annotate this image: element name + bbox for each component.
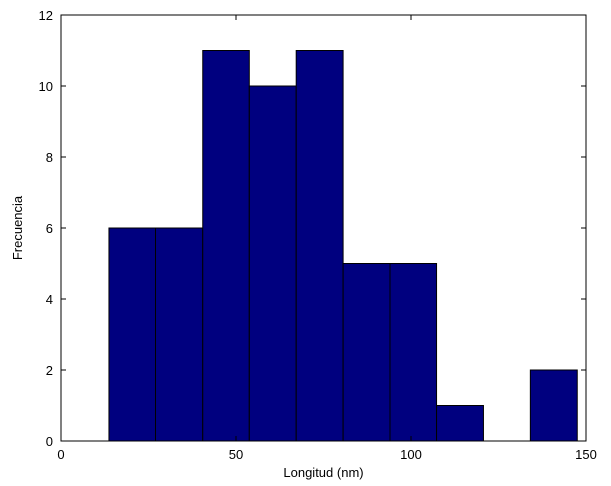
histogram-bar [436,405,484,442]
y-tick-label: 10 [39,79,53,94]
histogram-bar [342,263,391,442]
ticks-group: 0 50 100 150 0 2 4 6 8 10 12 [39,8,597,462]
y-tick-label: 0 [46,434,53,449]
histogram-bar [248,85,297,442]
histogram-bar [155,227,204,442]
y-tick-label: 12 [39,8,53,23]
x-tick-label: 150 [575,447,597,462]
y-tick-label: 2 [46,363,53,378]
histogram-bar [202,50,250,442]
histogram-bar [108,227,156,442]
x-tick-label: 100 [400,447,422,462]
y-axis-label: Frecuencia [10,195,25,260]
histogram-bar [389,263,438,442]
x-axis-label: Longitud (nm) [283,465,363,480]
y-tick-label: 4 [46,292,53,307]
x-tick-label: 50 [229,447,243,462]
x-tick-label: 0 [57,447,64,462]
histogram-bar [529,369,578,442]
y-tick-label: 8 [46,150,53,165]
histogram-bar [295,50,344,442]
bars-group [108,50,578,442]
y-tick-label: 6 [46,221,53,236]
